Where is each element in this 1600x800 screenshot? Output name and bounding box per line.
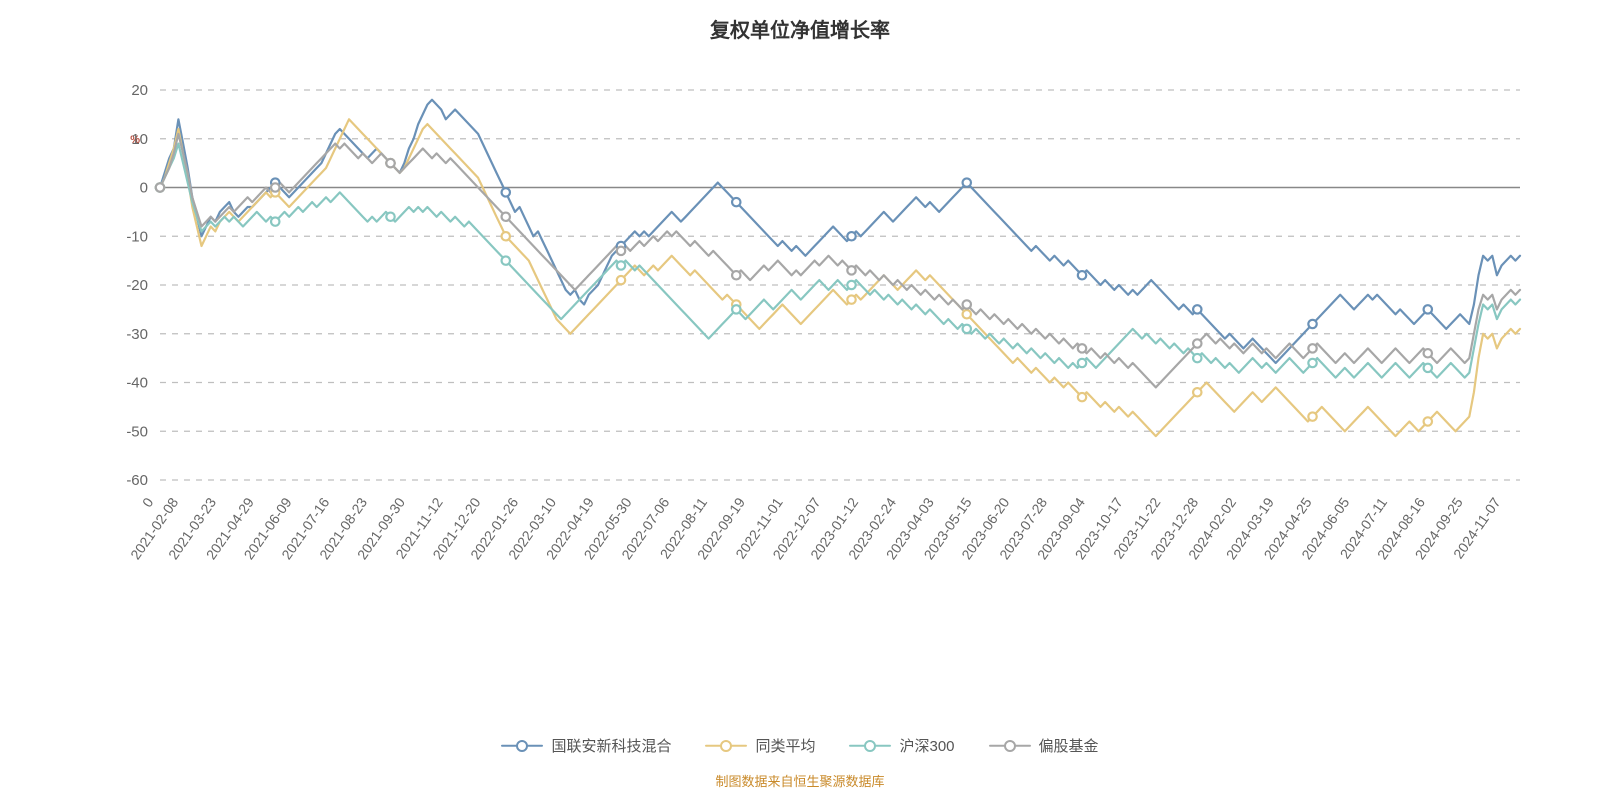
- series-marker-csi300: [271, 217, 279, 225]
- svg-text:0: 0: [140, 180, 148, 197]
- series-marker-equity_fund: [386, 159, 394, 167]
- series-marker-fund: [1193, 305, 1201, 313]
- series-line-category_avg: [160, 119, 1520, 436]
- y-tick: 10: [131, 131, 148, 148]
- series-marker-fund: [732, 198, 740, 206]
- series-marker-equity_fund: [1078, 344, 1086, 352]
- y-tick: 0: [140, 180, 148, 197]
- series-marker-csi300: [847, 281, 855, 289]
- x-tick: 0: [139, 494, 157, 510]
- series-marker-csi300: [963, 325, 971, 333]
- y-tick: -30: [126, 326, 148, 343]
- series-marker-fund: [502, 188, 510, 196]
- series-marker-category_avg: [1078, 393, 1086, 401]
- series-marker-equity_fund: [1193, 339, 1201, 347]
- series-marker-equity_fund: [156, 183, 164, 191]
- legend-label: 沪深300: [899, 735, 954, 756]
- series-marker-csi300: [502, 256, 510, 264]
- y-tick: 20: [131, 82, 148, 99]
- legend-item-category_avg: 同类平均: [705, 735, 815, 756]
- series-marker-category_avg: [617, 276, 625, 284]
- legend-item-fund: 国联安新科技混合: [501, 735, 671, 756]
- series-lines: [160, 100, 1520, 436]
- chart-svg: % 20100-10-20-30-40-50-60 02021-02-08202…: [0, 0, 1600, 800]
- svg-text:-30: -30: [126, 326, 148, 343]
- svg-text:20: 20: [131, 82, 148, 99]
- series-line-csi300: [160, 144, 1520, 378]
- y-tick: -20: [126, 277, 148, 294]
- legend-label: 国联安新科技混合: [551, 735, 671, 756]
- chart-container: 复权单位净值增长率 % 20100-10-20-30-40-50-60 0202…: [0, 0, 1600, 800]
- x-axis-ticks: 02021-02-082021-03-232021-04-292021-06-0…: [127, 494, 1504, 562]
- svg-text:0: 0: [139, 494, 157, 510]
- series-marker-csi300: [1193, 354, 1201, 362]
- y-tick: -60: [126, 472, 148, 489]
- y-tick: -40: [126, 375, 148, 392]
- legend-swatch: [705, 739, 747, 753]
- series-marker-fund: [1308, 320, 1316, 328]
- legend-label: 同类平均: [755, 735, 815, 756]
- legend-swatch: [849, 739, 891, 753]
- svg-text:-40: -40: [126, 375, 148, 392]
- series-marker-fund: [847, 232, 855, 240]
- series-marker-category_avg: [1308, 412, 1316, 420]
- series-marker-equity_fund: [1308, 344, 1316, 352]
- series-marker-csi300: [617, 261, 625, 269]
- series-marker-csi300: [732, 305, 740, 313]
- legend: 国联安新科技混合 同类平均 沪深300 偏股基金: [0, 735, 1600, 756]
- series-marker-equity_fund: [502, 213, 510, 221]
- series-marker-equity_fund: [963, 300, 971, 308]
- svg-text:-50: -50: [126, 423, 148, 440]
- series-marker-category_avg: [1193, 388, 1201, 396]
- series-marker-category_avg: [963, 310, 971, 318]
- legend-item-csi300: 沪深300: [849, 735, 954, 756]
- series-marker-csi300: [1424, 364, 1432, 372]
- series-marker-equity_fund: [617, 247, 625, 255]
- series-marker-equity_fund: [732, 271, 740, 279]
- series-marker-csi300: [1308, 359, 1316, 367]
- source-note: 制图数据来自恒生聚源数据库: [0, 771, 1600, 790]
- series-marker-fund: [1078, 271, 1086, 279]
- y-tick: -50: [126, 423, 148, 440]
- svg-text:-20: -20: [126, 277, 148, 294]
- grid-lines: [160, 90, 1520, 480]
- legend-swatch: [501, 739, 543, 753]
- series-marker-equity_fund: [1424, 349, 1432, 357]
- legend-item-equity_fund: 偏股基金: [989, 735, 1099, 756]
- svg-text:-10: -10: [126, 228, 148, 245]
- svg-text:10: 10: [131, 131, 148, 148]
- series-marker-category_avg: [1424, 417, 1432, 425]
- series-marker-category_avg: [502, 232, 510, 240]
- series-marker-csi300: [1078, 359, 1086, 367]
- series-marker-equity_fund: [271, 183, 279, 191]
- legend-label: 偏股基金: [1039, 735, 1099, 756]
- series-marker-csi300: [386, 213, 394, 221]
- series-marker-fund: [1424, 305, 1432, 313]
- legend-swatch: [989, 739, 1031, 753]
- series-marker-fund: [963, 178, 971, 186]
- series-marker-category_avg: [847, 295, 855, 303]
- y-tick: -10: [126, 228, 148, 245]
- series-marker-equity_fund: [847, 266, 855, 274]
- svg-text:-60: -60: [126, 472, 148, 489]
